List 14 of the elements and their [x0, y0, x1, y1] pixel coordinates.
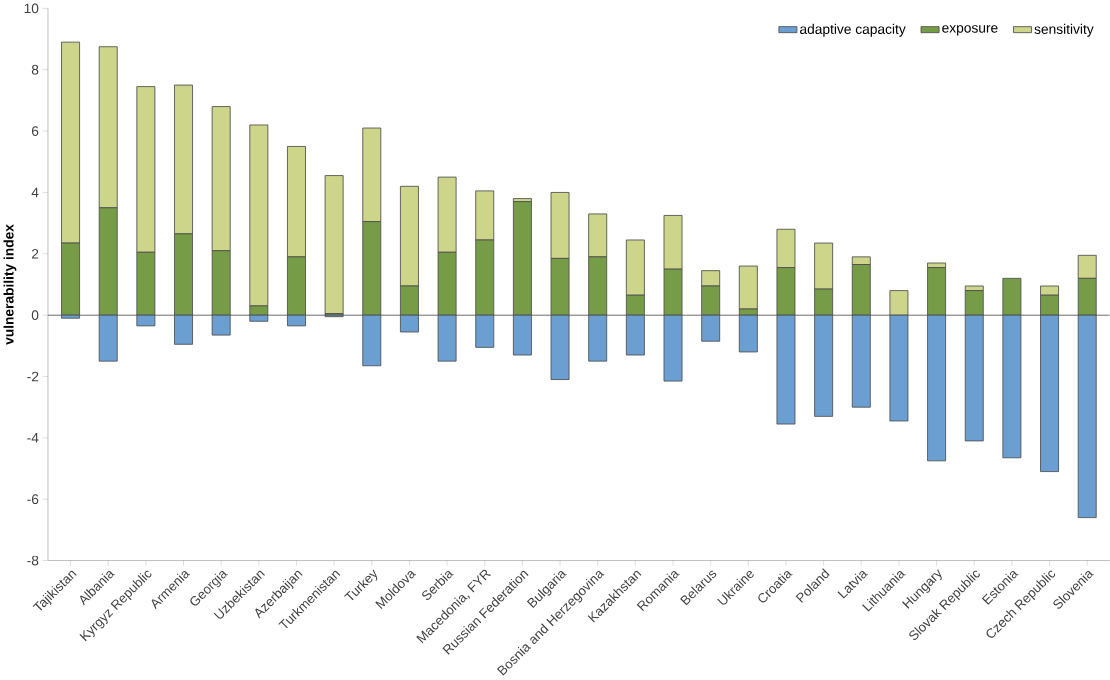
y-tick-label: 4 — [31, 187, 39, 198]
legend-label: sensitivity — [1034, 24, 1094, 37]
y-axis-title: vulnerability index — [3, 224, 17, 345]
y-tick-label: -4 — [27, 433, 39, 443]
y-tick-label: -2 — [27, 371, 39, 382]
y-tick-label: 2 — [31, 249, 39, 259]
y-tick-label: 6 — [31, 126, 39, 137]
y-tick-label: -6 — [27, 494, 39, 505]
legend-label: exposure — [942, 25, 998, 36]
y-tick-label: 8 — [31, 64, 39, 75]
legend-label: adaptive capacity — [800, 24, 906, 37]
y-tick-label: 10 — [24, 3, 39, 14]
y-tick-label: 0 — [31, 310, 39, 321]
y-tick-label: -8 — [27, 555, 39, 566]
